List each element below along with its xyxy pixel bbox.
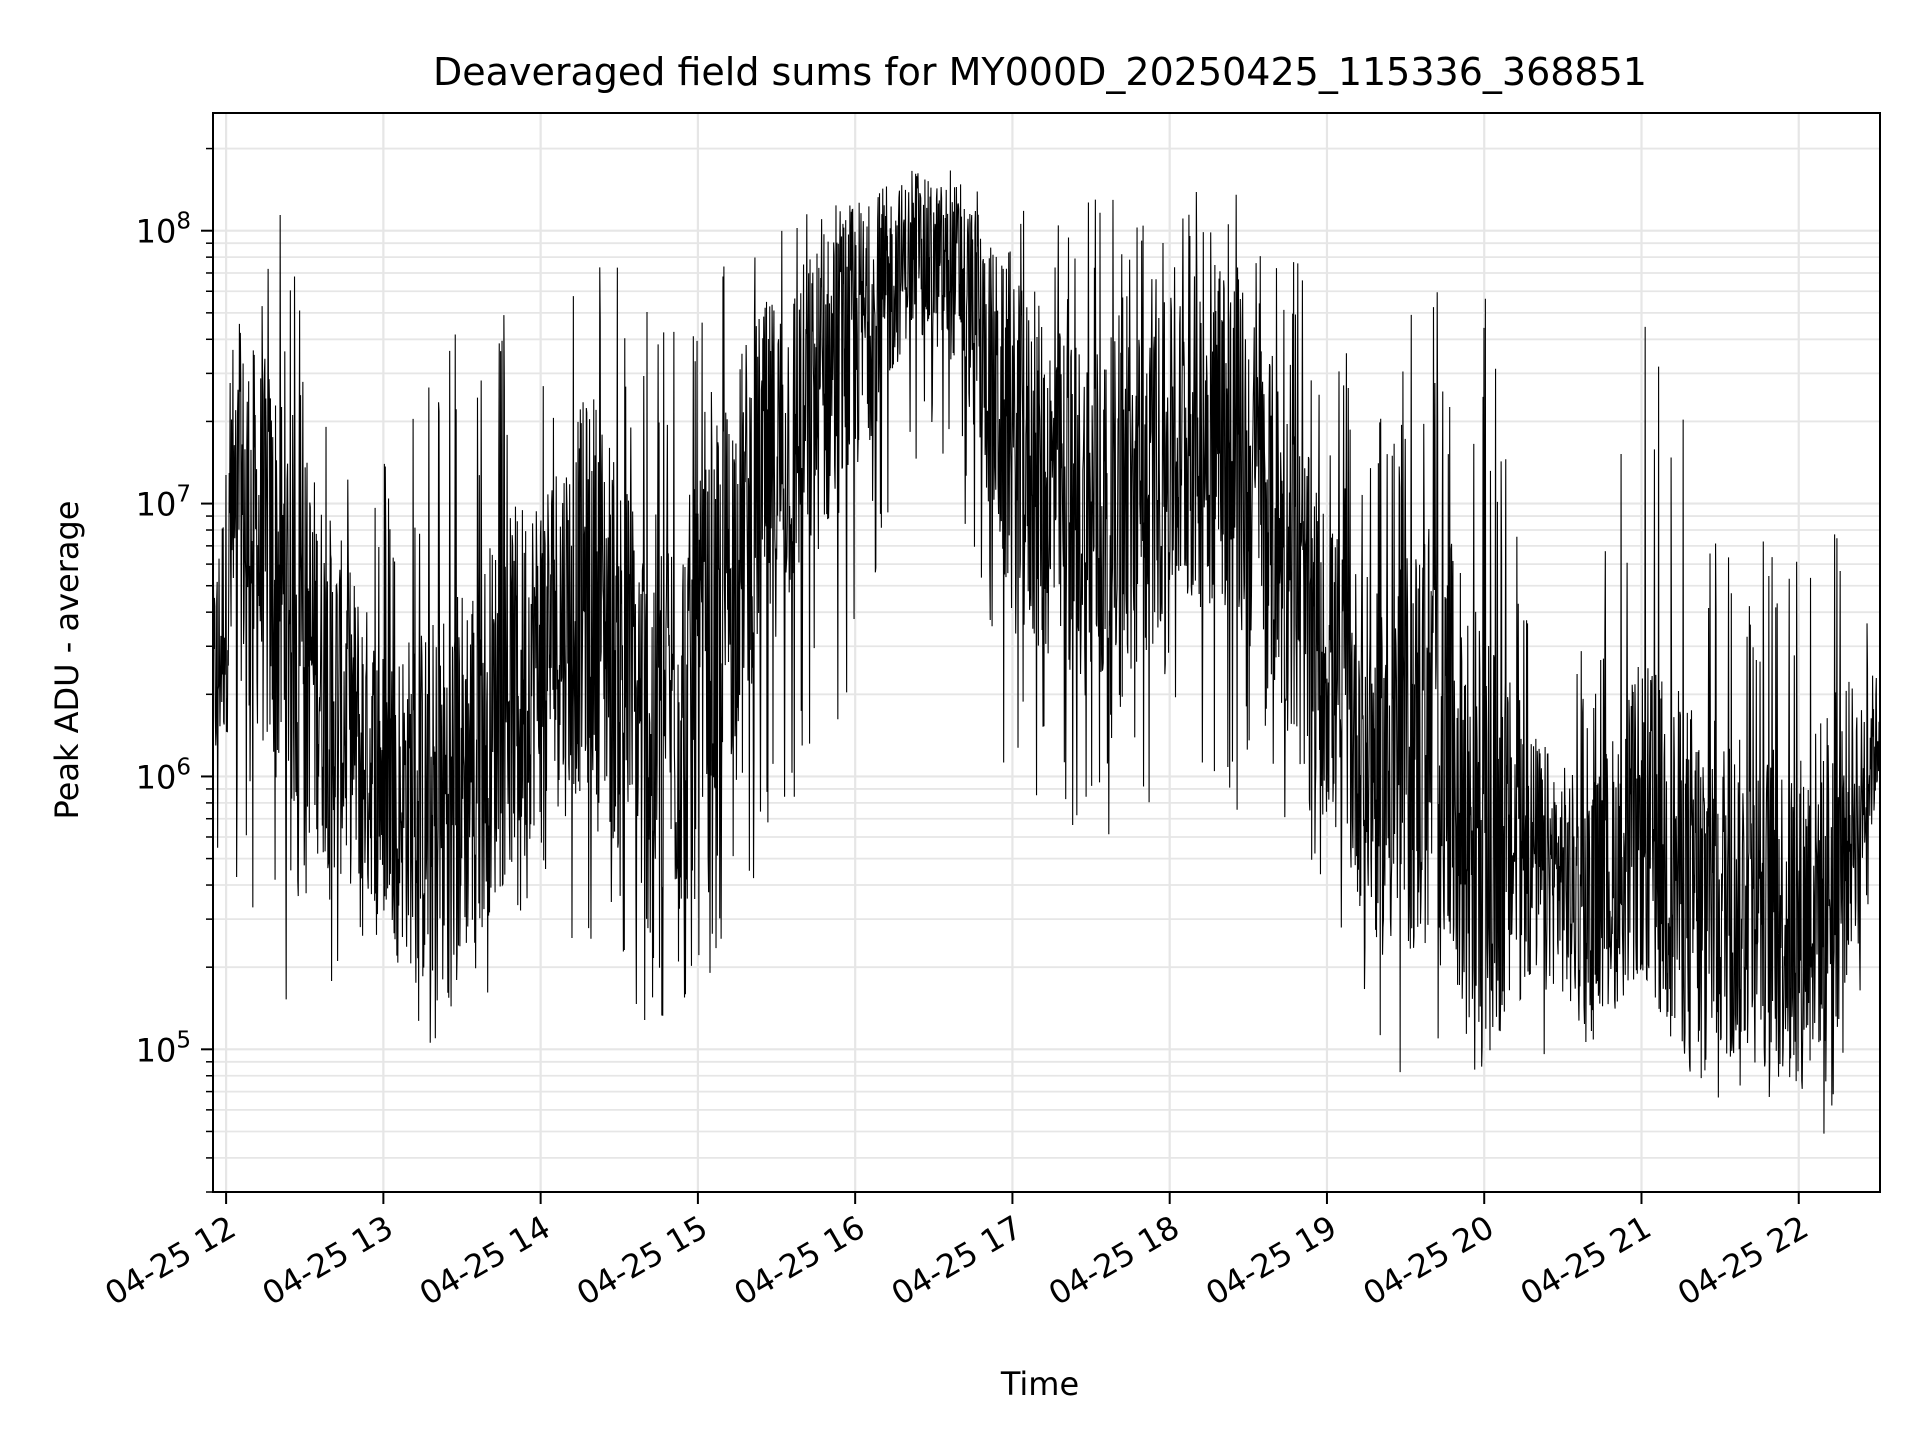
y-tick-label-exponent: 6 — [176, 754, 191, 780]
y-tick-label-base: 10 — [136, 1031, 177, 1069]
y-tick-label-exponent: 8 — [176, 209, 191, 235]
plot-frame — [212, 112, 1881, 1193]
series-0-line — [212, 170, 1881, 1134]
y-tick-label: 106 — [136, 754, 191, 796]
series-line — [212, 170, 1881, 1134]
y-tick-label: 107 — [136, 482, 191, 524]
chart-title: Deaveraged field sums for MY000D_2025042… — [433, 50, 1647, 94]
y-axis-label: Peak ADU - average — [48, 501, 86, 820]
y-tick-label-base: 10 — [136, 758, 177, 796]
y-tick-label: 105 — [136, 1027, 191, 1069]
y-tick-label: 108 — [136, 209, 191, 251]
y-tick-label-base: 10 — [136, 213, 177, 251]
y-tick-label-exponent: 5 — [176, 1027, 191, 1053]
y-tick-label-exponent: 7 — [176, 482, 191, 508]
x-axis-label: Time — [1000, 1365, 1079, 1403]
y-tick-label-base: 10 — [136, 486, 177, 524]
